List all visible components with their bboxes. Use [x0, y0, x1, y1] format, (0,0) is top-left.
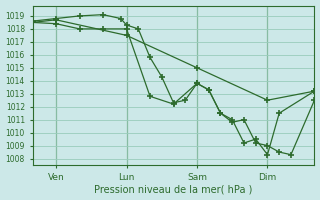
- X-axis label: Pression niveau de la mer( hPa ): Pression niveau de la mer( hPa ): [94, 184, 253, 194]
